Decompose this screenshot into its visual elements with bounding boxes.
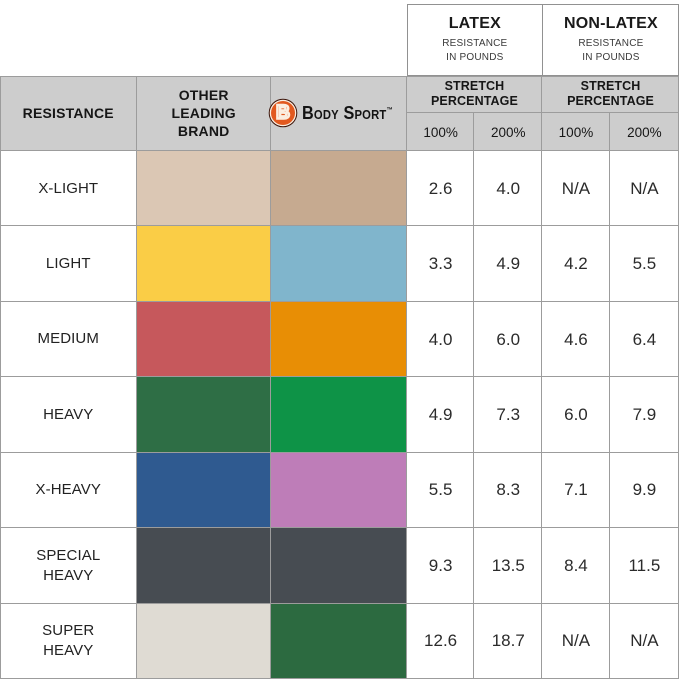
svg-text:B: B xyxy=(276,103,290,124)
